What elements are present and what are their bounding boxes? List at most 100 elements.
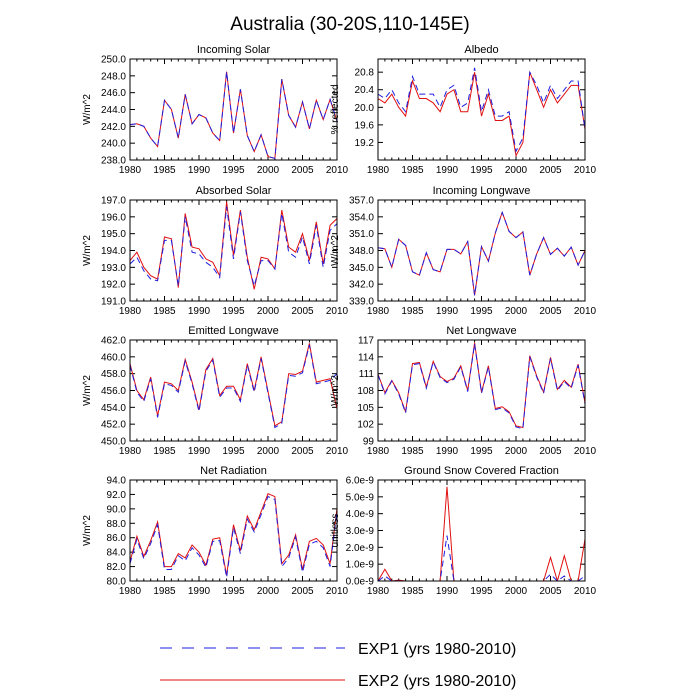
series-line-exp1 xyxy=(378,67,585,153)
legend-label-exp2: EXP2 (yrs 1980-2010) xyxy=(358,673,516,690)
y-tick-label: 238.0 xyxy=(101,156,126,167)
x-tick-label: 2005 xyxy=(539,306,562,317)
panel-title-net-radiation: Net Radiation xyxy=(200,465,267,477)
x-tick-label: 1980 xyxy=(119,306,142,317)
x-tick-label: 2010 xyxy=(574,446,597,457)
y-tick-label: 450.0 xyxy=(101,437,126,448)
plot-frame xyxy=(377,479,586,582)
panel-net-radiation: Net Radiation W/m^2 80.0 82.0 84.0 86.0 88.0 90… xyxy=(82,465,349,597)
x-tick-label: 2000 xyxy=(257,306,280,317)
y-axis-label-net-longwave: W/m^2 xyxy=(330,375,341,406)
plot-frame xyxy=(129,339,338,442)
panel-albedo: Albedo % reflected 19.2 19.6 20.0 20.4 20.8 198… xyxy=(330,44,597,176)
panel-incoming-solar: Incoming Solar W/m^2 238.0 240.0 242.0 244.0 2… xyxy=(82,44,349,176)
y-tick-label: 117 xyxy=(358,336,374,347)
y-tick-label: 90.0 xyxy=(107,504,127,515)
panel-title-net-longwave: Net Longwave xyxy=(446,325,516,337)
x-tick-label: 1995 xyxy=(470,165,493,176)
y-axis-label-absorbed-solar: W/m^2 xyxy=(82,235,93,266)
x-tick-label: 2000 xyxy=(257,446,280,457)
x-tick-label: 2000 xyxy=(505,165,528,176)
x-tick-label: 1985 xyxy=(401,586,424,597)
y-tick-label: 246.0 xyxy=(101,88,126,99)
legend: EXP1 (yrs 1980-2010) EXP2 (yrs 1980-2010… xyxy=(160,641,516,690)
y-tick-label: 20.4 xyxy=(355,85,375,96)
plot-frame xyxy=(377,199,586,302)
y-tick-label: 111 xyxy=(359,369,375,380)
x-tick-label: 1980 xyxy=(367,165,390,176)
panel-emitted-longwave: Emitted Longwave W/m^2 450.0 452.0 454.0 456.… xyxy=(82,325,349,457)
series-line-exp1 xyxy=(130,495,337,578)
x-tick-label: 1980 xyxy=(367,586,390,597)
series-line-exp2 xyxy=(130,343,337,427)
y-axis-label-ground-snow-covered-fraction: unitless xyxy=(330,514,341,548)
y-tick-label: 192.0 xyxy=(101,280,126,291)
series-line-exp1 xyxy=(378,343,585,430)
panel-title-emitted-longwave: Emitted Longwave xyxy=(188,325,279,337)
y-tick-label: 2.0e-9 xyxy=(346,543,375,554)
y-tick-label: 452.0 xyxy=(101,420,126,431)
x-tick-label: 2005 xyxy=(539,446,562,457)
x-tick-label: 2010 xyxy=(574,306,597,317)
y-tick-label: 99 xyxy=(363,437,375,448)
y-tick-label: 345.0 xyxy=(349,263,374,274)
y-tick-label: 20.8 xyxy=(355,68,375,79)
panel-net-longwave: Net Longwave W/m^2 99 102 105 108 111 114 117 198… xyxy=(330,325,597,457)
x-tick-label: 2000 xyxy=(505,586,528,597)
series-line-exp2 xyxy=(378,486,585,581)
series-line-exp1 xyxy=(378,210,585,296)
y-tick-label: 94.0 xyxy=(107,476,127,487)
panel-absorbed-solar: Absorbed Solar W/m^2 191.0 192.0 193.0 194.0 1… xyxy=(82,185,349,317)
y-tick-label: 250.0 xyxy=(101,55,126,66)
y-tick-label: 194.0 xyxy=(101,246,126,257)
y-tick-label: 114 xyxy=(358,352,374,363)
plot-frame xyxy=(129,58,338,161)
y-tick-label: 193.0 xyxy=(101,263,126,274)
x-tick-label: 1985 xyxy=(153,306,176,317)
y-tick-label: 6.0e-9 xyxy=(346,476,375,487)
y-tick-label: 196.0 xyxy=(101,212,126,223)
y-tick-label: 460.0 xyxy=(101,352,126,363)
x-tick-label: 1990 xyxy=(188,165,211,176)
y-tick-label: 4.0e-9 xyxy=(346,509,375,520)
y-tick-label: 191.0 xyxy=(101,297,126,308)
x-tick-label: 2010 xyxy=(326,306,349,317)
x-tick-label: 1990 xyxy=(436,306,459,317)
y-tick-label: 82.0 xyxy=(107,562,127,573)
x-tick-label: 1995 xyxy=(222,586,245,597)
y-tick-label: 248.0 xyxy=(101,71,126,82)
x-tick-label: 1985 xyxy=(401,306,424,317)
y-tick-label: 195.0 xyxy=(101,229,126,240)
y-tick-label: 458.0 xyxy=(101,369,126,380)
series-line-exp2 xyxy=(378,342,585,429)
x-tick-label: 1990 xyxy=(188,306,211,317)
panel-ground-snow-covered-fraction: Ground Snow Covered Fraction unitless 0.0e… xyxy=(330,465,597,597)
plot-frame xyxy=(377,58,586,161)
series-line-exp1 xyxy=(130,206,337,288)
x-tick-label: 2005 xyxy=(291,306,314,317)
y-tick-label: 354.0 xyxy=(349,212,374,223)
x-tick-label: 2010 xyxy=(326,165,349,176)
plot-frame xyxy=(129,199,338,302)
y-tick-label: 242.0 xyxy=(101,122,126,133)
x-tick-label: 2010 xyxy=(326,446,349,457)
panel-title-incoming-longwave: Incoming Longwave xyxy=(433,185,531,197)
x-tick-label: 1995 xyxy=(222,165,245,176)
x-tick-label: 2010 xyxy=(574,586,597,597)
series-line-exp2 xyxy=(130,493,337,576)
x-tick-label: 1985 xyxy=(153,165,176,176)
y-tick-label: 105 xyxy=(357,403,374,414)
y-tick-label: 108 xyxy=(357,386,374,397)
y-tick-label: 19.2 xyxy=(355,138,375,149)
x-tick-label: 1990 xyxy=(436,165,459,176)
y-tick-label: 339.0 xyxy=(349,297,374,308)
x-tick-label: 1985 xyxy=(401,446,424,457)
y-axis-label-incoming-solar: W/m^2 xyxy=(82,94,93,125)
x-tick-label: 2005 xyxy=(539,586,562,597)
y-tick-label: 462.0 xyxy=(101,336,126,347)
x-tick-label: 1990 xyxy=(188,446,211,457)
y-axis-label-incoming-longwave: W/m^2 xyxy=(330,235,341,266)
x-tick-label: 2000 xyxy=(257,586,280,597)
y-tick-label: 3.0e-9 xyxy=(346,526,375,537)
